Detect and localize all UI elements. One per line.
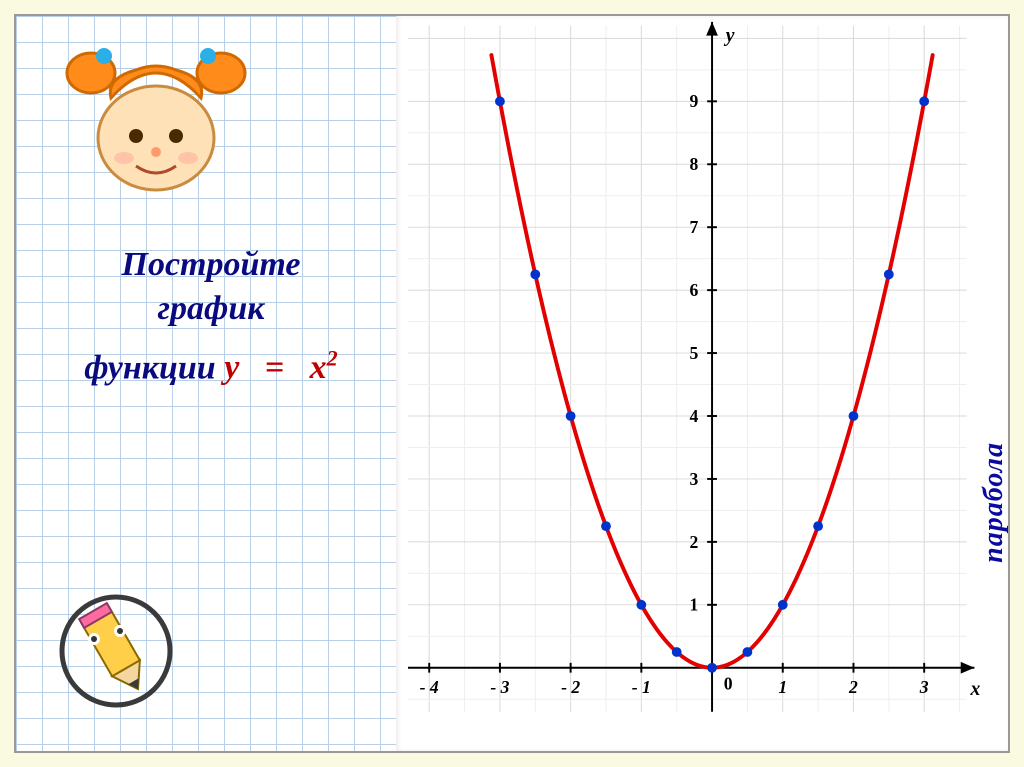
svg-text:3: 3: [919, 677, 929, 697]
chart-svg: - 4 - 3 - 2 - 1 1 2 3 0 1 2 3 4 5 6 7 8 9 х у: [396, 16, 1008, 751]
svg-text:4: 4: [690, 406, 699, 426]
svg-text:3: 3: [690, 469, 699, 489]
graph-paper-panel: Постройте график функции у = х2: [16, 16, 397, 751]
svg-text:8: 8: [690, 154, 699, 174]
prompt-fn-word: функции: [84, 349, 215, 386]
svg-text:0: 0: [724, 673, 733, 693]
svg-text:2: 2: [848, 677, 858, 697]
svg-text:1: 1: [778, 677, 787, 697]
prompt-equation: у = х2: [224, 349, 338, 386]
prompt-line-2: график: [46, 290, 376, 328]
parabola-chart: - 4 - 3 - 2 - 1 1 2 3 0 1 2 3 4 5 6 7 8 9 х у парабола: [396, 16, 1008, 751]
svg-text:2: 2: [690, 532, 699, 552]
svg-text:- 3: - 3: [490, 677, 509, 697]
svg-text:- 2: - 2: [561, 677, 580, 697]
svg-text:х: х: [970, 679, 981, 700]
svg-text:- 1: - 1: [632, 677, 651, 697]
task-prompt: Постройте график функции у = х2: [46, 246, 376, 387]
svg-text:- 4: - 4: [420, 677, 439, 697]
prompt-line-3: функции у = х2: [46, 346, 376, 387]
cartoon-girl-icon: [56, 28, 256, 198]
parabola-label: парабола: [978, 442, 1010, 563]
svg-text:1: 1: [690, 595, 699, 615]
svg-text:9: 9: [690, 91, 699, 111]
svg-text:6: 6: [690, 280, 699, 300]
pencil-icon: [56, 591, 176, 711]
svg-text:5: 5: [690, 343, 699, 363]
svg-text:7: 7: [690, 217, 699, 237]
prompt-line-1: Постройте: [46, 246, 376, 284]
svg-text:у: у: [724, 25, 735, 46]
